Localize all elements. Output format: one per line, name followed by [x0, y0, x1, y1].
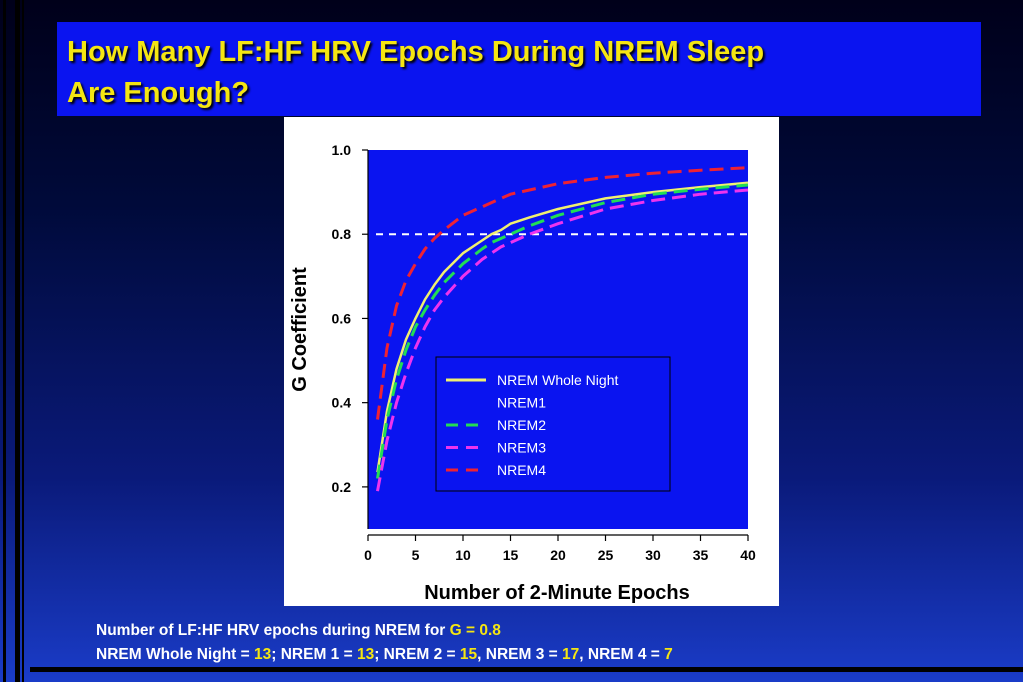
- footnote-value: 13: [356, 646, 375, 663]
- footnote-value: 17: [562, 646, 580, 663]
- x-tick-label: 10: [455, 547, 471, 563]
- y-tick-label: 0.8: [332, 226, 352, 242]
- chart-svg: 0.2 0.4 0.6 0.8 1.0 0 5 10 15 20 25 30 35 40 Number of…: [289, 142, 756, 604]
- title-box: How Many LF:HF HRV Epochs During NREM Sl…: [57, 22, 981, 116]
- legend-label: NREM2: [497, 417, 546, 433]
- footnote-value: 13: [254, 646, 272, 663]
- footnote-line-1-text: Number of LF:HF HRV epochs during NREM f…: [96, 622, 450, 639]
- series-line-nrem-whole-night: [376, 181, 749, 473]
- y-tick-label: 0.6: [332, 310, 352, 326]
- footnote-line-1-highlight: G = 0.8: [449, 622, 501, 639]
- footnote-text: NREM Whole Night =: [96, 646, 255, 663]
- x-axis-label: Number of 2-Minute Epochs: [424, 582, 690, 604]
- y-tick-label: 1.0: [332, 142, 352, 158]
- footnote-text: ; NREM 2 =: [374, 646, 460, 663]
- x-tick-label: 15: [503, 547, 519, 563]
- legend-label: NREM3: [497, 440, 546, 456]
- chart-panel: 0.2 0.4 0.6 0.8 1.0 0 5 10 15 20 25 30 35 40 Number of…: [284, 117, 779, 606]
- x-tick-label: 35: [693, 547, 709, 563]
- legend-label: NREM1: [497, 395, 546, 411]
- footnote-text: , NREM 3 =: [477, 646, 563, 663]
- left-border-line-3: [22, 0, 24, 682]
- x-tick-label: 20: [550, 547, 566, 563]
- series-line-nrem3: [376, 188, 749, 492]
- x-tick-label: 40: [740, 547, 756, 563]
- footnote-value: 15: [459, 646, 478, 663]
- footnote-value: 7: [664, 646, 673, 663]
- x-tick-label: 0: [364, 547, 372, 563]
- bottom-border-line: [30, 667, 1023, 672]
- slide-title-line-1: How Many LF:HF HRV Epochs During NREM Sl…: [67, 36, 765, 68]
- x-tick-label: 5: [412, 547, 420, 563]
- footnote-text: ; NREM 1 =: [271, 646, 357, 663]
- left-border-line-2: [15, 0, 20, 682]
- left-border-line-1: [3, 0, 6, 682]
- y-axis-label: G Coefficient: [289, 267, 311, 392]
- legend-label: NREM4: [497, 462, 546, 478]
- x-tick-label: 25: [598, 547, 614, 563]
- series-line-nrem2: [376, 183, 749, 479]
- footnote-line-2: NREM Whole Night = 13; NREM 1 = 13; NREM…: [96, 646, 673, 664]
- footnote-line-1: Number of LF:HF HRV epochs during NREM f…: [96, 622, 501, 640]
- y-tick-label: 0.2: [332, 479, 352, 495]
- series-line-nrem4: [376, 166, 749, 420]
- y-tick-label: 0.4: [332, 395, 352, 411]
- slide-title-line-2: Are Enough?: [67, 77, 250, 109]
- legend-label: NREM Whole Night: [497, 372, 618, 388]
- x-tick-label: 30: [645, 547, 661, 563]
- footnote-text: , NREM 4 =: [579, 646, 665, 663]
